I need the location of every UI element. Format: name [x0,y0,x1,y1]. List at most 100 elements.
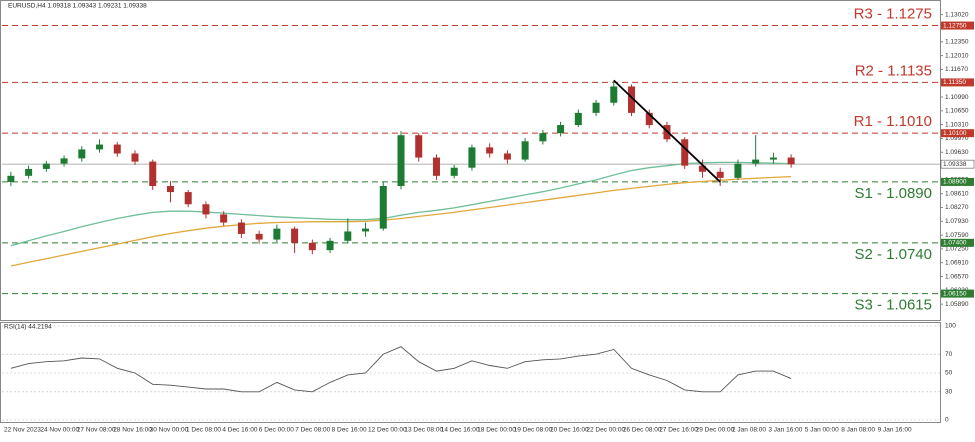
moving-average [10,161,792,247]
time-label: 9 Jan 16:00 [878,427,912,434]
moving-average [10,175,792,267]
candle-body [521,141,529,160]
candle-body [60,158,68,164]
level-axis-box [941,129,974,138]
level-axis-label: 1.10100 [943,130,967,137]
candle-body [202,204,210,215]
candle-body [787,157,795,165]
time-label: 30 Nov 00:00 [150,427,189,434]
candle-body [308,242,316,251]
y-tick-label: 1.12350 [945,39,969,46]
candle-body [7,175,15,182]
level-axis-box [941,78,974,87]
candle-body [716,171,724,178]
last-price-box [940,159,975,169]
last-price-label: 1.09338 [943,161,967,168]
candle-body [362,228,370,232]
level-label: R3 - 1.1275 [854,6,932,23]
time-label: 22 Dec 00:00 [586,427,625,434]
candle-body [237,222,245,234]
level-axis-label: 1.06150 [943,290,967,297]
level-label: S2 - 1.0740 [854,246,932,263]
candle-body [592,102,600,113]
time-label: 14 Dec 16:00 [441,427,480,434]
candle-body [645,112,653,126]
candle-body [734,163,742,178]
y-tick-label: 1.10650 [945,108,969,115]
time-label: 27 Dec 16:00 [659,427,698,434]
level-axis-box [941,177,974,186]
candle-body [344,231,352,241]
candle-body [379,185,387,229]
time-label: 29 Dec 00:00 [696,427,735,434]
rsi-title: RSI(14) 44.2194 [4,324,52,331]
time-label: 13 Dec 08:00 [404,427,443,434]
candle-body [415,135,423,158]
rsi-tick-label: 70 [945,351,953,358]
rsi-tick-label: 50 [945,370,953,377]
time-label: 8 Jan 08:00 [841,427,875,434]
candle-body [397,135,405,186]
rsi-tick-label: 30 [945,389,953,396]
time-label: 22 Nov 2023 [4,427,41,434]
candle-body [96,144,104,150]
y-tick-label: 1.07590 [945,232,969,239]
time-label: 2 Jan 08:00 [732,427,766,434]
level-label: R1 - 1.1010 [854,113,932,130]
time-label: 7 Dec 08:00 [295,427,330,434]
level-label: R2 - 1.1135 [855,62,932,79]
time-label: 4 Dec 16:00 [222,427,257,434]
y-tick-label: 1.06570 [945,273,969,280]
level-label: S3 - 1.0615 [854,297,932,314]
level-axis-label: 1.07400 [943,240,967,247]
rsi-line [10,346,792,393]
candle-body [273,228,281,240]
time-label: 24 Nov 00:00 [40,427,79,434]
main-panel [0,0,941,321]
candle-body [326,240,334,251]
y-tick-label: 1.09630 [945,149,969,156]
candle-body [166,185,174,193]
candle-body [610,86,618,103]
time-label: 28 Nov 16:00 [113,427,152,434]
candle-body [42,163,50,169]
time-label: 20 Dec 16:00 [550,427,589,434]
y-tick-label: 1.10990 [945,94,969,101]
candle-body [78,149,86,159]
candle-body [468,147,476,168]
level-axis-label: 1.11350 [943,79,966,86]
y-tick-label: 1.05890 [945,301,969,308]
level-axis-box [941,289,974,298]
time-label: 6 Dec 00:00 [259,427,294,434]
time-label: 8 Dec 16:00 [332,427,367,434]
rsi-tick-label: 100 [945,323,956,330]
rsi-panel [0,322,941,423]
candle-body [291,228,299,243]
candle-body [752,159,760,164]
level-axis-box [941,238,974,247]
level-label: S1 - 1.0890 [854,185,932,202]
candle-body [503,153,511,160]
candle-body [574,112,582,126]
y-tick-label: 1.08270 [945,204,969,211]
candle-body [628,86,636,113]
candle-body [557,125,565,134]
level-axis-label: 1.08900 [943,179,967,186]
time-label: 27 Nov 08:00 [77,427,116,434]
chart-title: EURUSD,H4 1.09318 1.09343 1.09231 1.0933… [8,3,147,10]
time-label: 5 Jan 00:00 [805,427,839,434]
y-tick-label: 1.11670 [945,66,968,73]
y-tick-label: 1.07930 [945,218,969,225]
candle-body [255,233,263,240]
candle-body [486,147,494,154]
candle-body [220,214,228,223]
candle-body [450,167,458,176]
candle-body [131,153,139,162]
time-label: 26 Dec 08:00 [623,427,662,434]
candle-body [432,157,440,176]
candle-body [113,144,121,154]
rsi-tick-label: 0 [945,417,949,424]
candle-body [681,139,689,166]
level-axis-label: 1.12750 [943,22,967,29]
